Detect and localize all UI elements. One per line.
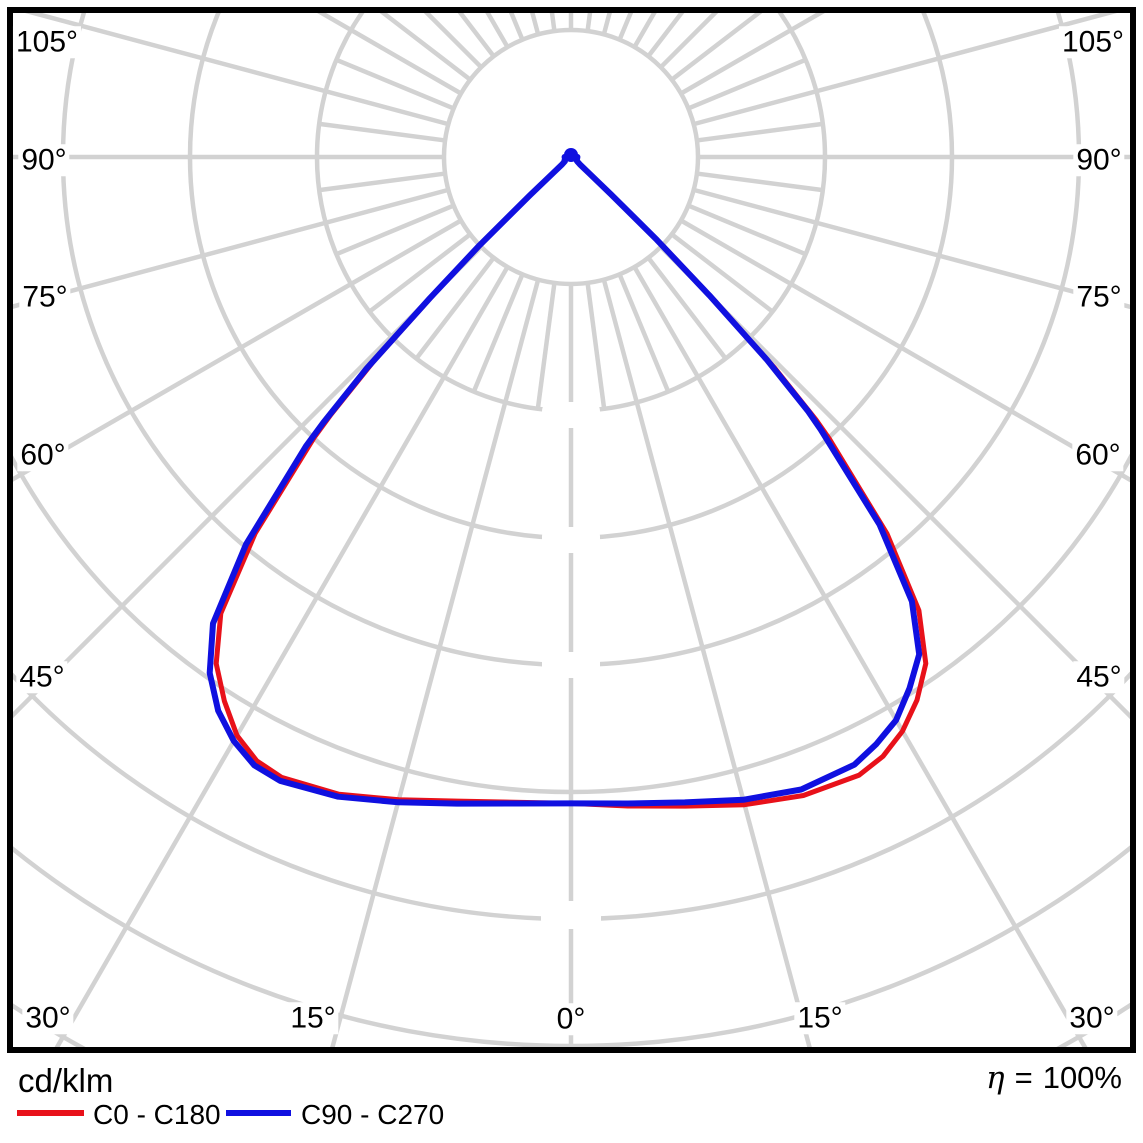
legend-label-c90-c270: C90 - C270 — [301, 1099, 445, 1130]
radial-scale-label-box — [541, 901, 601, 929]
grid-spoke — [530, 13, 541, 35]
grid-spoke — [670, 232, 774, 314]
grid-spoke — [549, 13, 557, 32]
grid-spoke — [330, 279, 541, 1047]
grid-spoke — [693, 187, 1130, 310]
grid-spoke — [318, 121, 446, 143]
grid-spoke — [414, 256, 496, 360]
legend-swatch-c90-c270 — [226, 1110, 291, 1116]
grid-spoke — [670, 13, 763, 82]
grid-spoke — [335, 57, 455, 111]
grid-spoke — [687, 203, 807, 257]
grid-spoke — [696, 121, 824, 143]
grid-spoke — [585, 282, 607, 410]
angle-label-105deg: 105° — [1058, 26, 1128, 58]
grid-spoke — [368, 232, 472, 314]
center-dot — [564, 148, 578, 162]
grid-spoke — [687, 57, 807, 111]
plot-border — [7, 7, 1136, 1053]
angle-label-75deg: 75° — [1073, 281, 1125, 313]
grid-spoke — [508, 13, 525, 41]
legend-swatch-c0-c180 — [17, 1110, 84, 1116]
grid-spoke — [535, 282, 557, 410]
eta-symbol: η — [986, 1060, 1005, 1096]
grid-spoke — [54, 265, 510, 1047]
radial-scale-label-box — [542, 652, 600, 678]
grid-spoke — [13, 187, 449, 309]
radial-scale-label-box — [542, 527, 600, 553]
eta-value: 100% — [1042, 1060, 1122, 1095]
grid-spoke — [617, 273, 671, 393]
grid-spoke — [457, 13, 496, 58]
grid-spoke — [693, 13, 1118, 127]
grid-spoke — [318, 171, 446, 193]
angle-label-75deg: 75° — [19, 281, 71, 313]
grid-spoke — [646, 256, 728, 360]
angle-label-15deg: 15° — [287, 1002, 339, 1034]
radial-scale-label-box — [542, 402, 600, 428]
grid-spoke — [379, 13, 472, 82]
grid-spoke — [601, 279, 812, 1047]
angle-label-90deg: 90° — [18, 144, 70, 176]
grid-spoke — [646, 13, 685, 58]
angle-label-90deg: 90° — [1073, 144, 1125, 176]
grid-spoke — [632, 265, 1088, 1047]
efficiency-label: η = 100% — [986, 1060, 1122, 1096]
grid-spoke — [13, 245, 483, 719]
angle-label-105deg: 105° — [12, 26, 82, 58]
eta-equals: = — [1014, 1060, 1033, 1095]
angle-label-60deg: 60° — [17, 439, 69, 471]
angle-label-60deg: 60° — [1072, 439, 1124, 471]
grid-spoke — [659, 245, 1130, 720]
legend-label-c0-c180: C0 - C180 — [93, 1099, 221, 1130]
grid-spoke — [696, 171, 824, 193]
grid-spoke — [24, 13, 449, 127]
grid-spoke — [335, 203, 455, 257]
angle-label-15deg: 15° — [794, 1002, 846, 1034]
grid-spoke — [471, 273, 525, 393]
angle-label-45deg: 45° — [16, 661, 68, 693]
grid-spoke — [617, 13, 634, 41]
angle-label-30deg: 30° — [22, 1002, 74, 1034]
grid-spoke — [601, 13, 612, 35]
grid-spoke — [585, 13, 593, 32]
unit-label: cd/klm — [18, 1062, 114, 1099]
angle-label-0deg: 0° — [553, 1003, 589, 1035]
curve-c90-c270 — [206, 154, 923, 807]
angle-label-30deg: 30° — [1066, 1002, 1118, 1034]
angle-label-45deg: 45° — [1073, 661, 1125, 693]
